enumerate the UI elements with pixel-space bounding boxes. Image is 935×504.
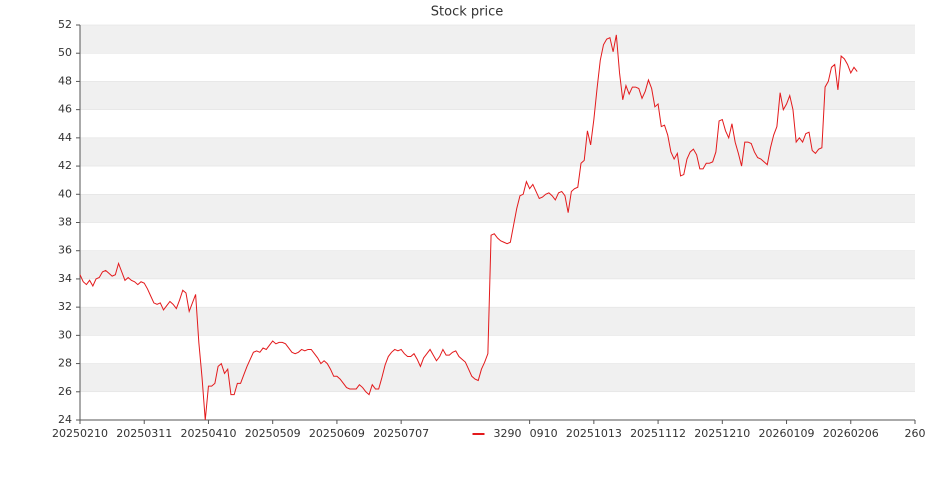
x-tick-label: 20250210 <box>52 427 108 440</box>
y-tick-label: 24 <box>58 413 72 426</box>
price-line <box>79 34 858 421</box>
grid-band <box>80 81 915 110</box>
y-tick-label: 46 <box>58 103 72 116</box>
x-tick-label: 20250410 <box>180 427 236 440</box>
x-tick-label: 20251210 <box>694 427 750 440</box>
y-tick-label: 30 <box>58 328 72 341</box>
x-tick-label: 20250707 <box>373 427 429 440</box>
y-tick-label: 50 <box>58 46 72 59</box>
y-tick-label: 52 <box>58 18 72 31</box>
y-tick-label: 38 <box>58 216 72 229</box>
y-tick-label: 42 <box>58 159 72 172</box>
grid-band <box>80 25 915 54</box>
y-tick-label: 40 <box>58 187 72 200</box>
y-tick-label: 26 <box>58 385 72 398</box>
grid-band <box>80 194 915 223</box>
x-tick-label: 20250609 <box>309 427 365 440</box>
x-tick-label: 20250311 <box>116 427 172 440</box>
chart-title: Stock price <box>431 5 503 20</box>
x-tick-label: 20250509 <box>245 427 301 440</box>
y-tick-label: 28 <box>58 357 72 370</box>
x-tick-label: 260 <box>905 427 926 440</box>
y-tick-label: 32 <box>58 300 72 313</box>
y-tick-label: 48 <box>58 74 72 87</box>
y-tick-label: 44 <box>58 131 72 144</box>
legend-label: 3290 <box>494 427 522 440</box>
grid-band <box>80 363 915 392</box>
grid-band <box>80 307 915 336</box>
x-tick-label: 20260206 <box>823 427 879 440</box>
grid-band <box>80 250 915 279</box>
x-tick-label: 20260109 <box>759 427 815 440</box>
x-tick-label: 20251112 <box>630 427 686 440</box>
y-tick-label: 36 <box>58 244 72 257</box>
grid-band <box>80 137 915 167</box>
x-tick-label: 20251013 <box>566 427 622 440</box>
y-tick-label: 34 <box>58 272 72 285</box>
legend-background <box>467 426 530 442</box>
